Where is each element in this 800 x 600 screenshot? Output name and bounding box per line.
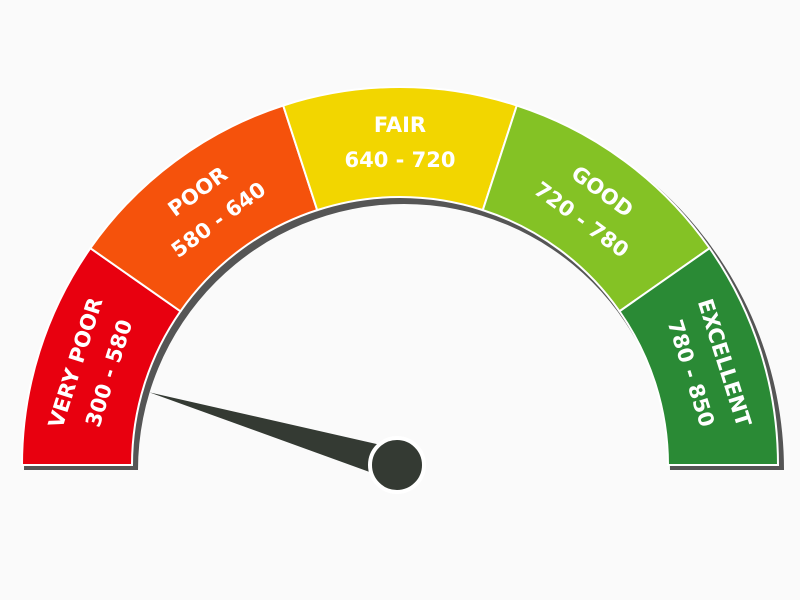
segment-excellent [618,246,780,466]
needle-hub [368,436,426,494]
segment-label-fair: FAIR [374,113,426,137]
gauge-segments [20,86,780,466]
segment-range-fair: 640 - 720 [344,148,455,172]
needle-pointer [149,392,402,481]
gauge-needle [149,392,426,494]
